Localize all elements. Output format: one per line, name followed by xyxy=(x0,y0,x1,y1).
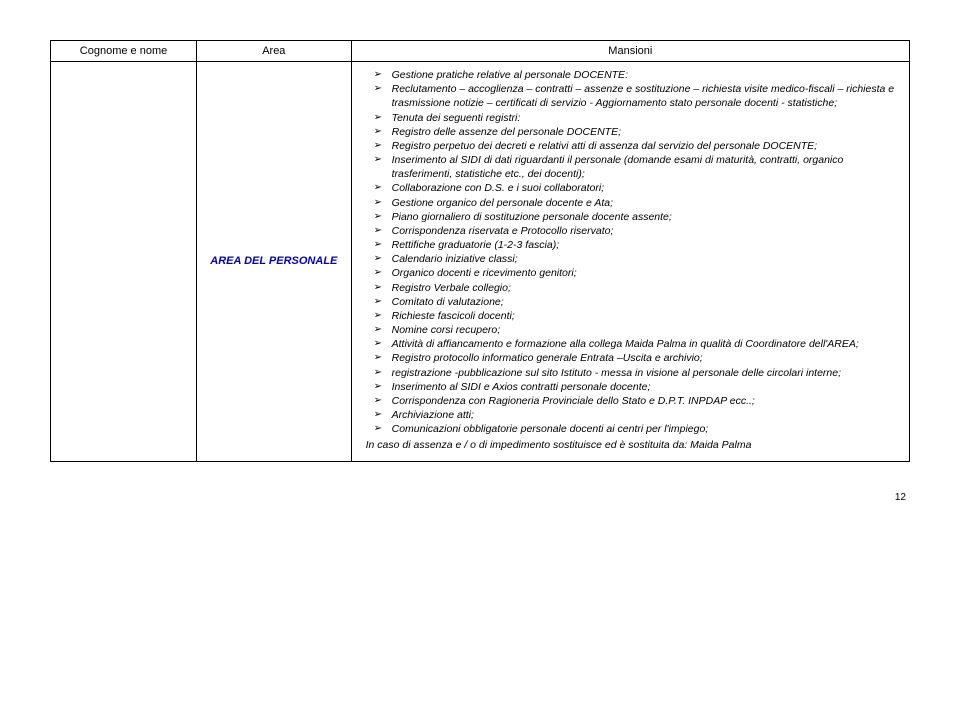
mansioni-item: Richieste fascicoli docenti; xyxy=(378,309,901,323)
mansioni-item: Rettifiche graduatorie (1-2-3 fascia); xyxy=(378,238,901,252)
header-cognome: Cognome e nome xyxy=(51,41,197,62)
mansioni-item: Attività di affiancamento e formazione a… xyxy=(378,337,901,351)
mansioni-item: Registro protocollo informatico generale… xyxy=(378,351,901,365)
mansioni-item: Corrispondenza riservata e Protocollo ri… xyxy=(378,224,901,238)
mansioni-item: Registro perpetuo dei decreti e relativi… xyxy=(378,139,901,153)
table-row: AREA DEL PERSONALE Gestione pratiche rel… xyxy=(51,62,910,462)
mansioni-item: Collaborazione con D.S. e i suoi collabo… xyxy=(378,181,901,195)
mansioni-item: Gestione organico del personale docente … xyxy=(378,196,901,210)
mansioni-item: Calendario iniziative classi; xyxy=(378,252,901,266)
mansioni-item: Comunicazioni obbligatorie personale doc… xyxy=(378,422,901,436)
cell-area: AREA DEL PERSONALE xyxy=(197,62,352,462)
mansioni-item: Inserimento al SIDI di dati riguardanti … xyxy=(378,153,901,181)
mansioni-item: Reclutamento – accoglienza – contratti –… xyxy=(378,82,901,110)
mansioni-item: Registro delle assenze del personale DOC… xyxy=(378,125,901,139)
mansioni-item: Comitato di valutazione; xyxy=(378,295,901,309)
closing-line: In caso di assenza e / o di impedimento … xyxy=(360,438,901,452)
header-area: Area xyxy=(197,41,352,62)
mansioni-item: Registro Verbale collegio; xyxy=(378,281,901,295)
page-number: 12 xyxy=(50,492,910,503)
mansioni-item: Inserimento al SIDI e Axios contratti pe… xyxy=(378,380,901,394)
mansioni-table: Cognome e nome Area Mansioni AREA DEL PE… xyxy=(50,40,910,462)
mansioni-item: Archiviazione atti; xyxy=(378,408,901,422)
mansioni-item: Gestione pratiche relative al personale … xyxy=(378,68,901,82)
table-header-row: Cognome e nome Area Mansioni xyxy=(51,41,910,62)
mansioni-item: Tenuta dei seguenti registri: xyxy=(378,111,901,125)
mansioni-list: Gestione pratiche relative al personale … xyxy=(360,68,901,436)
cell-mansioni: Gestione pratiche relative al personale … xyxy=(351,62,909,462)
mansioni-item: Corrispondenza con Ragioneria Provincial… xyxy=(378,394,901,408)
mansioni-item: Piano giornaliero di sostituzione person… xyxy=(378,210,901,224)
cell-cognome xyxy=(51,62,197,462)
header-mansioni: Mansioni xyxy=(351,41,909,62)
mansioni-item: Organico docenti e ricevimento genitori; xyxy=(378,266,901,280)
mansioni-item: registrazione -pubblicazione sul sito Is… xyxy=(378,366,901,380)
mansioni-item: Nomine corsi recupero; xyxy=(378,323,901,337)
